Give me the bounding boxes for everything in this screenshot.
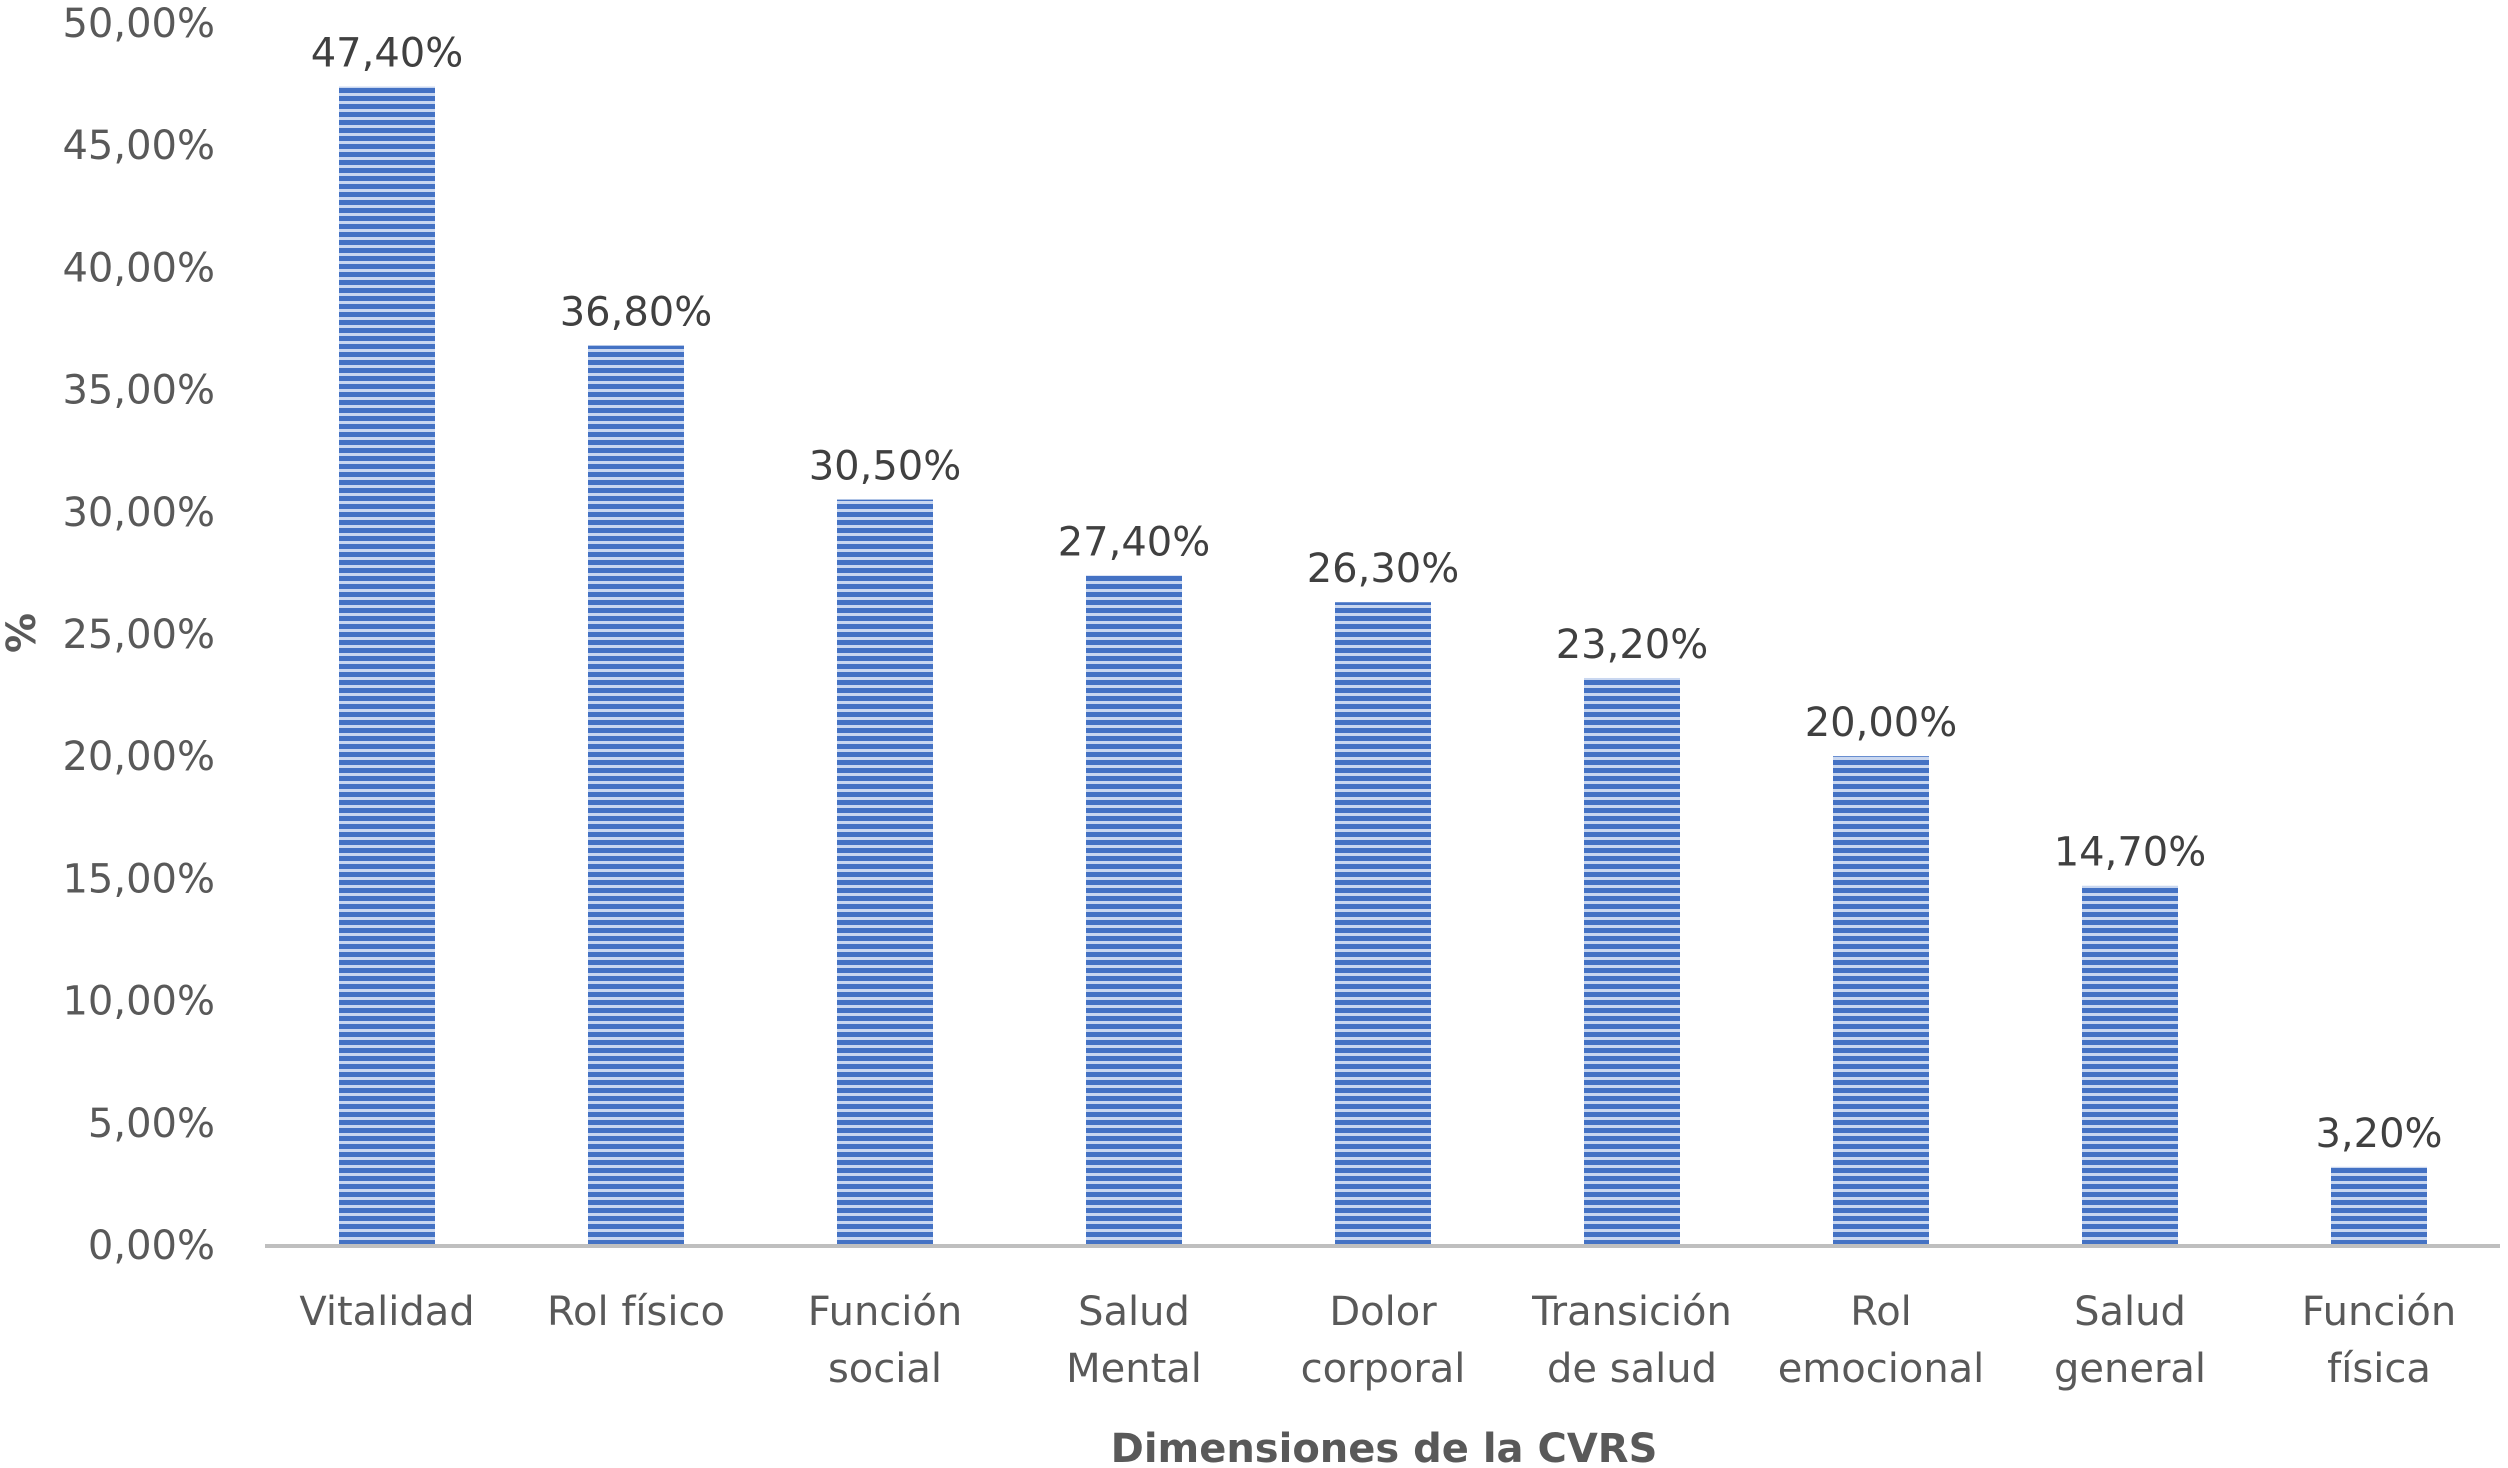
y-tick-label: 20,00%: [62, 734, 215, 780]
category-label: Salud: [1078, 1289, 1190, 1335]
y-tick-label: 25,00%: [62, 612, 215, 658]
y-tick-label: 35,00%: [62, 368, 215, 414]
category-label: Salud: [2074, 1289, 2186, 1335]
y-tick-label: 50,00%: [62, 1, 215, 47]
category-label: Transición: [1531, 1289, 1732, 1335]
data-label: 20,00%: [1805, 700, 1958, 746]
category-label: corporal: [1301, 1346, 1466, 1392]
data-label: 26,30%: [1307, 546, 1460, 592]
data-label: 3,20%: [2315, 1111, 2442, 1157]
bar: [2082, 885, 2178, 1245]
category-label: Vitalidad: [299, 1289, 474, 1335]
bar: [339, 86, 435, 1246]
bar: [1833, 756, 1929, 1245]
category-labels-group: Vitalidad Rol físico Función social Salud Men…: [299, 1289, 2456, 1392]
bar: [588, 345, 684, 1245]
bar: [1584, 677, 1680, 1245]
y-tick-label: 0,00%: [88, 1223, 215, 1269]
category-label: Rol físico: [547, 1289, 725, 1335]
y-axis-tick-labels: 0,00% 5,00% 10,00% 15,00% 20,00% 25,00% 30,00%…: [62, 1, 215, 1269]
category-label: física: [2327, 1346, 2431, 1392]
y-axis-title: %: [0, 613, 45, 653]
bar: [1086, 575, 1182, 1245]
y-tick-label: 45,00%: [62, 123, 215, 169]
data-label: 23,20%: [1556, 622, 1709, 668]
y-tick-label: 10,00%: [62, 979, 215, 1025]
y-tick-label: 5,00%: [88, 1101, 215, 1147]
bar: [1335, 602, 1431, 1245]
x-axis-title: Dimensiones de la CVRS: [1111, 1426, 1658, 1468]
data-label: 47,40%: [311, 31, 464, 77]
data-label: 14,70%: [2054, 830, 2207, 876]
data-label: 36,80%: [560, 290, 713, 336]
category-label: Mental: [1066, 1346, 1202, 1392]
category-label: de salud: [1547, 1346, 1717, 1392]
category-label: general: [2054, 1346, 2206, 1392]
bar: [837, 499, 933, 1246]
bar: [2331, 1166, 2427, 1245]
y-tick-label: 40,00%: [62, 245, 215, 291]
y-tick-label: 15,00%: [62, 856, 215, 902]
category-label: social: [828, 1346, 942, 1392]
category-label: Función: [808, 1289, 962, 1335]
y-tick-label: 30,00%: [62, 490, 215, 536]
category-label: Dolor: [1329, 1289, 1437, 1335]
data-label: 27,40%: [1058, 519, 1211, 565]
category-label: emocional: [1778, 1346, 1985, 1392]
data-label: 30,50%: [809, 444, 962, 490]
category-label: Función: [2302, 1289, 2456, 1335]
data-labels-group: 47,40% 36,80% 30,50% 27,40% 26,30% 23,20% 20,0…: [311, 31, 2443, 1157]
category-label: Rol: [1850, 1289, 1912, 1335]
bars-group: [339, 86, 2427, 1246]
